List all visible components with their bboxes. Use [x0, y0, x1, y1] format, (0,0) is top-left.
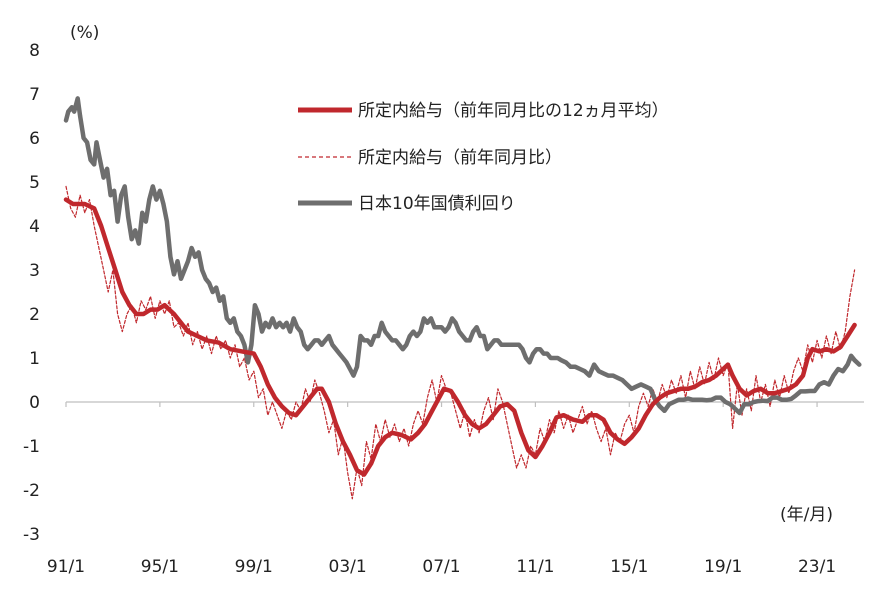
x-tick-label: 07/1: [422, 557, 460, 577]
x-tick-label: 19/1: [704, 557, 742, 577]
x-tick-label: 95/1: [141, 557, 179, 577]
y-tick-label: 0: [29, 393, 40, 413]
legend-label-series-2: 日本10年国債利回り: [358, 194, 516, 214]
y-tick-label: 2: [29, 305, 40, 325]
y-tick-label: -1: [23, 437, 40, 457]
y-unit-label: (%): [70, 23, 99, 43]
legend: 所定内給与（前年同月比の12ヵ月平均） 所定内給与（前年同月比） 日本10年国債…: [298, 101, 669, 214]
y-tick-label: 1: [29, 349, 40, 369]
legend-label-series-1: 所定内給与（前年同月比）: [358, 148, 562, 168]
y-tick-label: 7: [29, 85, 40, 105]
series-line-0: [63, 197, 857, 477]
y-tick-label: 5: [29, 173, 40, 193]
y-tick-label: 6: [29, 129, 40, 149]
y-tick-label: 4: [29, 217, 40, 237]
x-tick-label: 15/1: [610, 557, 648, 577]
series-line-1: [65, 185, 856, 500]
series-line-2: [63, 96, 862, 416]
x-tick-label: 91/1: [47, 557, 85, 577]
x-tick-label: 03/1: [329, 557, 367, 577]
x-tick-label: 11/1: [516, 557, 554, 577]
y-axis-ticks: 8 7 6 5 4 3 2 1 0 -1 -2 -3: [23, 41, 40, 545]
y-tick-label: -2: [23, 481, 40, 501]
legend-label-series-0: 所定内給与（前年同月比の12ヵ月平均）: [358, 101, 669, 121]
x-unit-label: (年/月): [780, 505, 833, 525]
series-layer: [63, 96, 862, 500]
y-tick-label: -3: [23, 525, 40, 545]
y-tick-label: 8: [29, 41, 40, 61]
x-tick-label: 99/1: [235, 557, 273, 577]
x-tick-label: 23/1: [798, 557, 836, 577]
x-axis-ticks: 91/1 95/1 99/1 03/1 07/1 11/1 15/1 19/1 23/1: [47, 402, 836, 577]
y-tick-label: 3: [29, 261, 40, 281]
